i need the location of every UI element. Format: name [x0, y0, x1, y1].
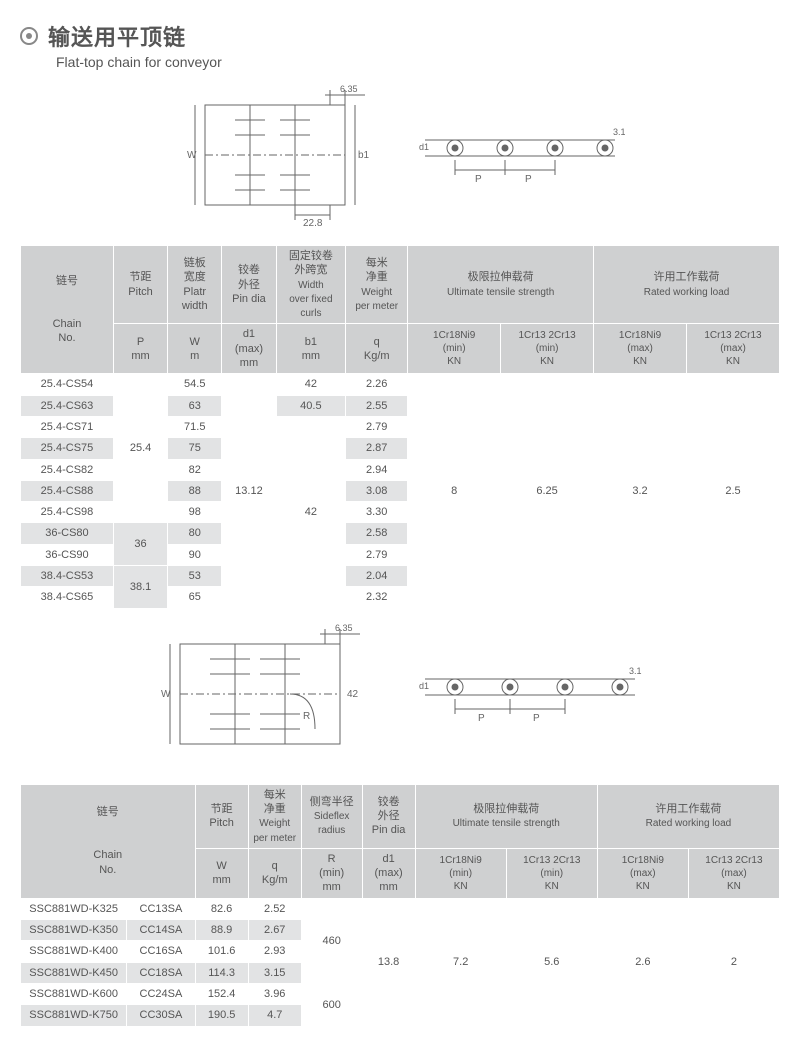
diagram-side-view-2: P P d1 3.1: [415, 659, 645, 729]
spec-table-1: 链号Chain No. 节距Pitch 链板 宽度Platr width 铰卷 …: [20, 245, 780, 609]
svg-text:P: P: [478, 713, 485, 724]
svg-text:P: P: [525, 174, 532, 185]
svg-text:W: W: [161, 689, 171, 700]
diagram-side-view-1: P P d1 3.1: [415, 120, 625, 190]
diagram-row-1: 6.35 W b1 22.8 P P d1 3.1: [20, 80, 780, 230]
table-row: SSC881WD-K325CC13SA 82.62.52 460 13.8 7.…: [21, 898, 780, 919]
title-en: Flat-top chain for conveyor: [56, 54, 780, 70]
svg-text:P: P: [533, 713, 540, 724]
title-cn: 输送用平顶链: [48, 20, 186, 52]
svg-text:P: P: [475, 174, 482, 185]
bullet-icon: [20, 27, 38, 45]
svg-text:R: R: [303, 711, 310, 722]
svg-text:d1: d1: [419, 142, 429, 152]
svg-text:d1: d1: [419, 681, 429, 691]
spec-table-2: 链号Chain No. 节距Pitch 每米 净重Weight per mete…: [20, 784, 780, 1027]
svg-text:22.8: 22.8: [303, 218, 323, 229]
table-row: 25.4-CS54 25.4 54.5 13.12 42 2.26 8 6.25…: [21, 374, 780, 395]
svg-text:3.1: 3.1: [629, 666, 642, 676]
diagram-top-view-1: 6.35 W b1 22.8: [175, 80, 375, 230]
diagram-row-2: 6.35 W R 42 P P d1 3.1: [20, 619, 780, 769]
svg-text:W: W: [187, 150, 197, 161]
svg-text:6.35: 6.35: [340, 84, 358, 94]
svg-text:42: 42: [347, 689, 359, 700]
svg-text:6.35: 6.35: [335, 623, 353, 633]
diagram-top-view-2: 6.35 W R 42: [155, 619, 375, 769]
svg-text:b1: b1: [358, 150, 370, 161]
svg-text:3.1: 3.1: [613, 127, 625, 137]
